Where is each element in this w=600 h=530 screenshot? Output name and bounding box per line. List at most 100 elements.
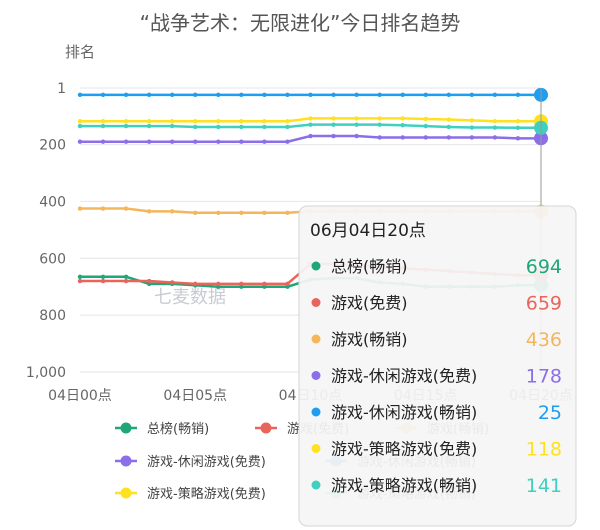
data-point bbox=[239, 119, 244, 124]
tooltip-row: 总榜(畅销) 694 bbox=[311, 256, 562, 278]
data-point bbox=[354, 92, 359, 98]
data-point bbox=[170, 139, 175, 144]
data-point bbox=[100, 278, 106, 284]
tooltip-label: 游戏-策略游戏(免费) bbox=[331, 440, 477, 459]
x-tick-label: 04日05点 bbox=[163, 388, 227, 404]
data-point bbox=[170, 209, 175, 214]
data-point bbox=[285, 281, 290, 287]
legend-swatch-dot bbox=[120, 487, 132, 499]
tooltip-marker bbox=[311, 298, 321, 307]
data-point bbox=[146, 119, 152, 124]
data-point bbox=[423, 92, 428, 98]
data-point bbox=[308, 92, 313, 98]
data-point bbox=[239, 281, 244, 287]
legend-swatch-dot bbox=[120, 455, 132, 467]
legend-swatch-dot bbox=[260, 422, 272, 434]
data-point bbox=[146, 139, 152, 144]
y-axis-ticks: 1 200 400 600 800 1,000 bbox=[26, 81, 66, 381]
data-point bbox=[216, 139, 221, 144]
data-point bbox=[216, 210, 221, 216]
data-point bbox=[515, 125, 521, 130]
tooltip-title: 06月04日20点 bbox=[310, 221, 426, 241]
data-point bbox=[123, 119, 129, 124]
tooltip-value: 118 bbox=[526, 439, 562, 461]
tooltip-box bbox=[298, 205, 577, 527]
data-point bbox=[469, 118, 475, 123]
data-point bbox=[400, 135, 405, 140]
data-point bbox=[193, 210, 198, 216]
data-point bbox=[239, 210, 244, 216]
legend-item[interactable]: 总榜(畅销) bbox=[115, 421, 209, 437]
data-point bbox=[100, 119, 106, 124]
data-point bbox=[423, 135, 428, 140]
tooltip-row: 游戏-策略游戏(畅销) 141 bbox=[311, 475, 562, 497]
tooltip-row: 游戏-策略游戏(免费) 118 bbox=[311, 439, 562, 461]
data-point bbox=[262, 210, 267, 216]
tooltip-marker bbox=[311, 371, 321, 380]
series-游戏-策略游戏(畅销) bbox=[77, 120, 548, 135]
data-point bbox=[100, 274, 106, 279]
data-point bbox=[285, 210, 290, 216]
data-point bbox=[77, 123, 83, 129]
data-point bbox=[469, 125, 475, 130]
data-point bbox=[354, 122, 359, 127]
data-point bbox=[285, 139, 290, 144]
data-point bbox=[123, 274, 129, 279]
data-point bbox=[216, 119, 221, 124]
tooltip-row: 游戏-休闲游戏(畅销) 25 bbox=[311, 402, 562, 424]
chart-title: “战争艺术：无限进化”今日排名趋势 bbox=[140, 11, 461, 35]
data-point bbox=[446, 92, 451, 98]
tooltip-value: 25 bbox=[538, 402, 562, 424]
x-tick-label: 04日00点 bbox=[48, 388, 112, 404]
tooltip-label: 游戏-休闲游戏(免费) bbox=[331, 367, 477, 386]
tooltip-label: 游戏-策略游戏(畅销) bbox=[331, 476, 477, 495]
data-point bbox=[285, 119, 290, 124]
data-point bbox=[492, 92, 498, 98]
data-point bbox=[123, 278, 129, 284]
data-point bbox=[446, 135, 451, 140]
data-point bbox=[262, 92, 267, 98]
data-point bbox=[100, 139, 106, 144]
data-point bbox=[193, 124, 198, 130]
data-point bbox=[354, 116, 359, 121]
data-point bbox=[123, 123, 129, 129]
data-point bbox=[492, 125, 498, 130]
tooltip-value: 436 bbox=[526, 329, 562, 351]
y-tick-label: 200 bbox=[39, 138, 66, 154]
data-point bbox=[193, 92, 198, 98]
data-point bbox=[354, 133, 359, 139]
tooltip-label: 总榜(畅销) bbox=[331, 257, 408, 276]
tooltip-marker bbox=[311, 444, 321, 453]
legend-label: 总榜(畅销) bbox=[147, 421, 209, 437]
data-point bbox=[123, 92, 129, 98]
data-point bbox=[193, 281, 198, 287]
data-point bbox=[377, 135, 382, 140]
data-point bbox=[146, 209, 152, 214]
data-point bbox=[123, 206, 129, 211]
tooltip-value: 178 bbox=[526, 366, 562, 388]
y-tick-label: 400 bbox=[39, 194, 66, 210]
data-point bbox=[262, 119, 267, 124]
data-point bbox=[216, 124, 221, 130]
data-point bbox=[262, 139, 267, 144]
data-point bbox=[77, 92, 83, 98]
data-point bbox=[515, 92, 521, 98]
data-point bbox=[331, 133, 336, 139]
series-游戏-休闲游戏(免费) bbox=[77, 131, 548, 146]
series-lines bbox=[77, 87, 548, 293]
data-point bbox=[400, 92, 405, 98]
y-tick-label: 800 bbox=[39, 308, 66, 324]
data-point bbox=[377, 122, 382, 127]
legend-label: 游戏-策略游戏(免费) bbox=[147, 486, 266, 502]
legend-label: 游戏-休闲游戏(免费) bbox=[147, 455, 266, 470]
tooltip-marker bbox=[311, 480, 321, 490]
data-point bbox=[239, 124, 244, 130]
legend-item[interactable]: 游戏-休闲游戏(免费) bbox=[115, 455, 266, 470]
data-point bbox=[193, 139, 198, 144]
data-point bbox=[331, 92, 336, 98]
legend-item[interactable]: 游戏-策略游戏(免费) bbox=[115, 486, 266, 502]
tooltip-marker bbox=[311, 407, 321, 417]
data-point bbox=[331, 122, 336, 127]
